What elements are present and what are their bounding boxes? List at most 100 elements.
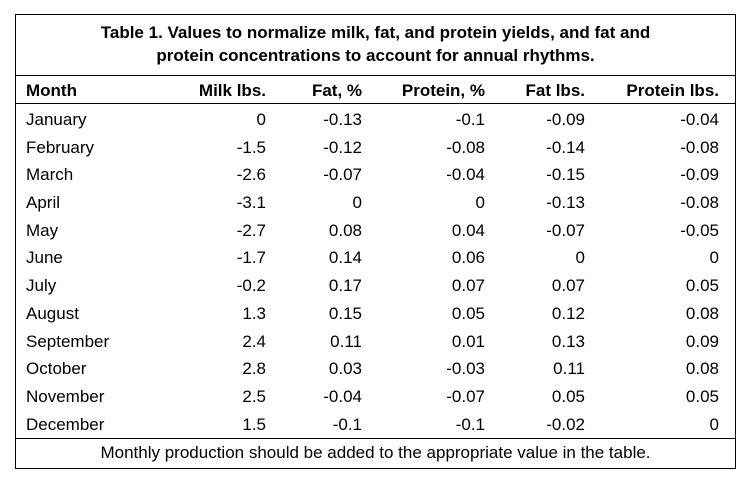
title-divider [16, 75, 735, 76]
fat-lbs-cell: -0.13 [546, 193, 585, 213]
table-row: March -2.6 -0.07 -0.04 -0.15 -0.09 [16, 161, 735, 189]
fat-pct-cell: -0.04 [323, 386, 362, 406]
fat-lbs-cell: 0 [575, 248, 585, 268]
milk-lbs-cell: -1.5 [236, 137, 266, 157]
fat-pct-cell: 0.03 [328, 359, 362, 379]
protein-lbs-cell: -0.08 [680, 137, 719, 157]
protein-lbs-cell: 0.08 [685, 359, 719, 379]
table-row: April -3.1 0 0 -0.13 -0.08 [16, 189, 735, 217]
table-row: February -1.5 -0.12 -0.08 -0.14 -0.08 [16, 134, 735, 162]
month-cell: January [26, 110, 87, 129]
milk-lbs-cell: -1.7 [236, 248, 266, 268]
month-cell: June [26, 248, 63, 268]
protein-pct-cell: -0.1 [455, 414, 485, 434]
header-divider [16, 103, 735, 104]
column-header-protein-pct: Protein, % [401, 81, 485, 100]
month-cell: July [26, 276, 57, 296]
protein-pct-cell: -0.08 [446, 137, 485, 157]
fat-pct-cell: 0 [352, 193, 362, 213]
fat-lbs-cell: 0.05 [551, 386, 585, 406]
protein-pct-cell: -0.04 [446, 165, 485, 185]
footer-divider [16, 438, 735, 439]
protein-lbs-cell: -0.05 [680, 220, 719, 240]
table-title-line-1: Table 1. Values to normalize milk, fat, … [100, 23, 651, 42]
table-row: January 0 -0.13 -0.1 -0.09 -0.04 [16, 106, 735, 134]
milk-lbs-cell: 2.4 [242, 331, 266, 351]
table-row: December 1.5 -0.1 -0.1 -0.02 0 [16, 411, 735, 439]
month-cell: February [26, 137, 95, 157]
fat-lbs-cell: -0.02 [546, 414, 585, 434]
milk-lbs-cell: -2.6 [236, 165, 266, 185]
month-cell: November [26, 386, 105, 406]
milk-lbs-cell: -0.2 [236, 276, 266, 296]
milk-lbs-cell: -2.7 [236, 220, 266, 240]
protein-lbs-cell: 0.05 [685, 276, 719, 296]
fat-lbs-cell: 0.12 [551, 303, 585, 323]
milk-lbs-cell: 1.5 [242, 414, 266, 434]
milk-lbs-cell: 0 [256, 110, 266, 129]
fat-pct-cell: -0.12 [323, 137, 362, 157]
protein-lbs-cell: 0.09 [685, 331, 719, 351]
protein-pct-cell: 0.06 [451, 248, 485, 268]
protein-lbs-cell: 0.08 [685, 303, 719, 323]
fat-lbs-cell: -0.15 [546, 165, 585, 185]
column-header-milk-lbs: Milk lbs. [198, 81, 266, 100]
month-cell: September [26, 331, 110, 351]
fat-pct-cell: 0.14 [328, 248, 362, 268]
fat-pct-cell: -0.13 [323, 110, 362, 129]
protein-lbs-cell: -0.09 [680, 165, 719, 185]
protein-lbs-cell: -0.08 [680, 193, 719, 213]
fat-lbs-cell: -0.07 [546, 220, 585, 240]
month-cell: December [26, 414, 105, 434]
protein-pct-cell: 0 [475, 193, 485, 213]
fat-lbs-cell: -0.09 [546, 110, 585, 129]
table-title: Table 1. Values to normalize milk, fat, … [16, 21, 735, 67]
fat-pct-cell: 0.11 [330, 331, 362, 351]
table-row: September 2.4 0.11 0.01 0.13 0.09 [16, 328, 735, 356]
protein-pct-cell: -0.03 [446, 359, 485, 379]
protein-lbs-cell: 0.05 [685, 386, 719, 406]
month-cell: March [26, 165, 74, 185]
table-footnote: Monthly production should be added to th… [100, 443, 651, 462]
table-row: August 1.3 0.15 0.05 0.12 0.08 [16, 300, 735, 328]
protein-pct-cell: 0.01 [451, 331, 485, 351]
fat-lbs-cell: 0.13 [551, 331, 585, 351]
table-row: November 2.5 -0.04 -0.07 0.05 0.05 [16, 383, 735, 411]
month-cell: May [26, 220, 59, 240]
data-table: Table 1. Values to normalize milk, fat, … [15, 14, 736, 469]
milk-lbs-cell: 2.8 [242, 359, 266, 379]
fat-pct-cell: 0.15 [328, 303, 362, 323]
month-cell: August [26, 303, 79, 323]
column-header-protein-lbs: Protein lbs. [626, 81, 719, 100]
fat-lbs-cell: 0.07 [551, 276, 585, 296]
protein-pct-cell: -0.07 [446, 386, 485, 406]
protein-pct-cell: 0.04 [451, 220, 485, 240]
fat-pct-cell: -0.1 [332, 414, 362, 434]
table-row: July -0.2 0.17 0.07 0.07 0.05 [16, 272, 735, 300]
fat-lbs-cell: -0.14 [546, 137, 585, 157]
protein-pct-cell: 0.05 [451, 303, 485, 323]
column-header-fat-pct: Fat, % [311, 81, 362, 100]
milk-lbs-cell: 1.3 [242, 303, 266, 323]
protein-lbs-cell: 0 [709, 414, 719, 434]
milk-lbs-cell: 2.5 [242, 386, 266, 406]
milk-lbs-cell: -3.1 [236, 193, 266, 213]
protein-lbs-cell: 0 [709, 248, 719, 268]
fat-pct-cell: 0.17 [328, 276, 362, 296]
protein-pct-cell: -0.1 [455, 110, 485, 129]
table-title-line-2: protein concentrations to account for an… [156, 46, 595, 65]
protein-lbs-cell: -0.04 [680, 110, 719, 129]
table-body: January 0 -0.13 -0.1 -0.09 -0.04 Februar… [16, 106, 735, 438]
month-cell: October [26, 359, 87, 379]
column-header-month: Month [26, 81, 77, 100]
fat-pct-cell: 0.08 [328, 220, 362, 240]
column-header-fat-lbs: Fat lbs. [525, 81, 585, 100]
table-row: June -1.7 0.14 0.06 0 0 [16, 244, 735, 272]
month-cell: April [26, 193, 61, 213]
fat-pct-cell: -0.07 [323, 165, 362, 185]
protein-pct-cell: 0.07 [451, 276, 485, 296]
table-row: October 2.8 0.03 -0.03 0.11 0.08 [16, 355, 735, 383]
fat-lbs-cell: 0.11 [553, 359, 585, 379]
table-header-row: Month Milk lbs. Fat, % Protein, % Fat lb… [16, 78, 735, 104]
table-row: May -2.7 0.08 0.04 -0.07 -0.05 [16, 217, 735, 245]
